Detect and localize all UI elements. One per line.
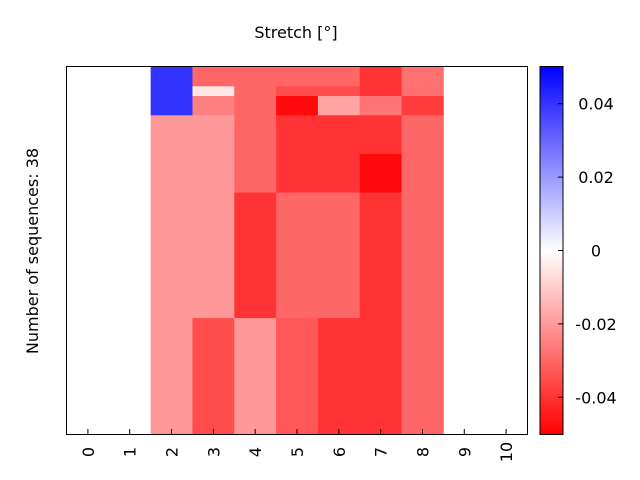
x-tick-label: 2 <box>163 447 182 457</box>
heatmap-cell <box>192 86 235 97</box>
heatmap-cell <box>276 192 319 319</box>
x-tick-label: 3 <box>204 447 223 457</box>
heatmap-cell <box>276 86 319 97</box>
heatmap-cell <box>317 115 361 193</box>
colorbar-tick-label: -0.02 <box>575 315 616 334</box>
colorbar-ticks: 0.04 0.02 0 -0.02 -0.04 <box>558 95 617 407</box>
heatmap-cell <box>359 95 402 116</box>
colorbar-tick-label: 0 <box>591 242 601 261</box>
heatmap-cell <box>359 153 402 193</box>
heatmap-cell <box>150 67 193 116</box>
heatmap-cell <box>192 67 235 87</box>
heatmap-cell <box>276 115 319 193</box>
heatmap-cell <box>359 115 402 155</box>
heatmap-cell <box>401 95 444 116</box>
heatmap-cell <box>317 67 361 87</box>
heatmap-cell <box>317 192 361 319</box>
x-tick-label: 1 <box>121 447 140 457</box>
x-tick-label: 9 <box>455 447 474 457</box>
heatmap-cell <box>276 67 319 87</box>
x-tick-label: 0 <box>79 447 98 457</box>
chart-title: Stretch [°] <box>254 23 337 42</box>
x-axis-ticks: 0 1 2 3 4 5 6 7 8 9 10 <box>79 429 516 462</box>
heatmap-cell <box>276 318 319 435</box>
heatmap-cell <box>192 318 235 435</box>
colorbar-tick-label: 0.04 <box>578 95 614 114</box>
heatmap-cell <box>192 95 235 116</box>
x-tick-label: 10 <box>497 442 516 462</box>
colorbar-tick-label: -0.04 <box>575 388 616 407</box>
x-tick-label: 6 <box>330 447 349 457</box>
heatmap-cell <box>234 192 277 319</box>
colorbar-tick-label: 0.02 <box>578 168 614 187</box>
heatmap-cell <box>359 192 402 435</box>
plot-frame <box>66 66 528 435</box>
heatmap-cell <box>192 115 235 319</box>
y-axis-label: Number of sequences: 38 <box>23 148 42 354</box>
heatmap-cell <box>401 115 444 435</box>
heatmap-cells <box>150 67 444 435</box>
heatmap-cell <box>317 86 361 97</box>
heatmap-cell <box>317 318 361 435</box>
x-tick-label: 5 <box>288 447 307 457</box>
heatmap-cell <box>359 67 402 97</box>
heatmap-cell <box>234 318 277 435</box>
heatmap-cell <box>401 67 444 97</box>
heatmap-cell <box>234 67 277 193</box>
x-tick-label: 7 <box>372 447 391 457</box>
heatmap-cell <box>276 95 319 116</box>
heatmap-cell <box>150 115 193 435</box>
x-tick-label: 8 <box>413 447 432 457</box>
x-tick-label: 4 <box>246 447 265 457</box>
heatmap-cell <box>317 95 361 116</box>
